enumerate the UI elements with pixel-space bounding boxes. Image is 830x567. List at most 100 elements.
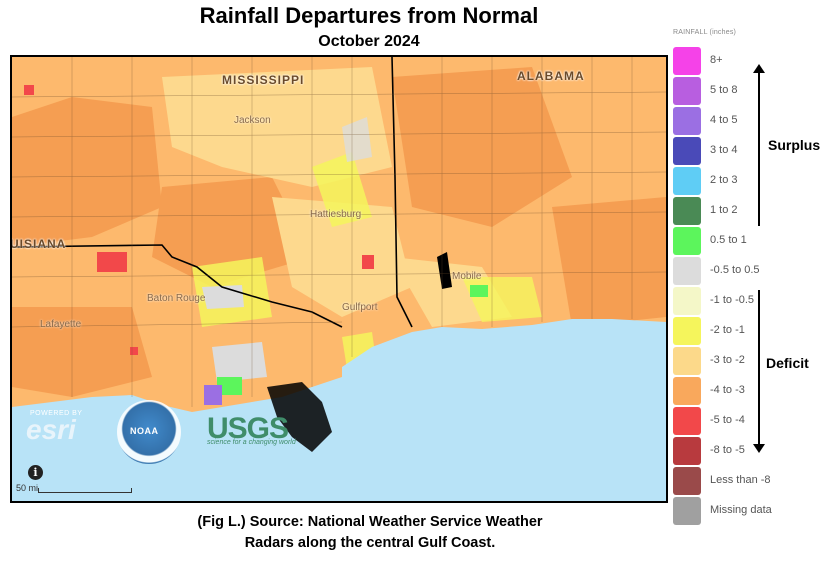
surplus-arrow — [753, 64, 765, 226]
city-label-gulfport: Gulfport — [342, 302, 378, 313]
scale-bar — [38, 488, 132, 493]
deficit-region-east — [552, 197, 666, 327]
legend-label: 8+ — [710, 54, 723, 66]
green-spot-1 — [470, 285, 488, 297]
legend-item: 0.5 to 1 — [673, 227, 823, 255]
legend-label: -0.5 to 0.5 — [710, 264, 760, 276]
legend-label: 1 to 2 — [710, 204, 738, 216]
legend-item: -5 to -4 — [673, 407, 823, 435]
legend-item: 4 to 5 — [673, 107, 823, 135]
legend-label: Missing data — [710, 504, 772, 516]
city-label-baton-rouge: Baton Rouge — [147, 293, 206, 304]
legend-swatch — [673, 287, 701, 315]
city-label-jackson: Jackson — [234, 115, 271, 126]
red-spot-1 — [97, 252, 127, 272]
legend-item: Less than -8 — [673, 467, 823, 495]
gray-patch-3 — [342, 117, 372, 162]
light-deficit-north — [162, 67, 392, 187]
legend-swatch — [673, 497, 701, 525]
legend-swatch — [673, 347, 701, 375]
surplus-label: Surplus — [768, 137, 821, 153]
legend-item: Missing data — [673, 497, 823, 525]
green-spot-2 — [217, 377, 242, 395]
legend-item: -1 to -0.5 — [673, 287, 823, 315]
deficit-region-west — [12, 97, 162, 247]
legend-swatch — [673, 407, 701, 435]
city-label-lafayette: Lafayette — [40, 319, 82, 330]
county-lines — [12, 57, 666, 407]
usgs-logo: USGS — [207, 412, 289, 445]
mobile-bay — [437, 252, 452, 289]
legend-swatch — [673, 467, 701, 495]
legend-swatch — [673, 47, 701, 75]
esri-powered-text: POWERED BY — [30, 410, 83, 417]
deficit-region-alabama — [392, 67, 572, 227]
legend-label: 2 to 3 — [710, 174, 738, 186]
legend-label: -8 to -5 — [710, 444, 745, 456]
deficit-arrow — [753, 290, 765, 453]
map-canvas — [12, 57, 666, 501]
legend-label: 4 to 5 — [710, 114, 738, 126]
map-title: Rainfall Departures from Normal — [199, 3, 539, 28]
legend-swatch — [673, 107, 701, 135]
legend-label: -2 to -1 — [710, 324, 745, 336]
legend-item: -0.5 to 0.5 — [673, 257, 823, 285]
map-subtitle: October 2024 — [318, 33, 420, 50]
legend-item: 2 to 3 — [673, 167, 823, 195]
red-spot-4 — [130, 347, 138, 355]
legend-title: RAINFALL (inches) — [673, 29, 737, 36]
state-label-alabama: ALABAMA — [517, 69, 585, 83]
caption-line-2: Radars along the central Gulf Coast. — [244, 535, 496, 551]
legend-label: Less than -8 — [710, 474, 771, 486]
figure-caption: (Fig L.) Source: National Weather Servic… — [150, 512, 590, 554]
deficit-label: Deficit — [766, 355, 809, 371]
delta-marsh — [267, 382, 332, 452]
legend-label: -1 to -0.5 — [710, 294, 755, 306]
legend-label: 5 to 8 — [710, 84, 738, 96]
legend-label: 3 to 4 — [710, 144, 738, 156]
state-label-louisiana: UISIANA — [10, 237, 67, 251]
legend-swatch — [673, 137, 701, 165]
gulf-water — [342, 319, 666, 501]
esri-logo: esri — [26, 414, 76, 445]
legend-item: 8+ — [673, 47, 823, 75]
legend-label: -4 to -3 — [710, 384, 745, 396]
legend-swatch — [673, 167, 701, 195]
deficit-region-louisiana — [12, 307, 152, 397]
legend-label: -5 to -4 — [710, 414, 745, 426]
legend-item: -4 to -3 — [673, 377, 823, 405]
legend-item: -8 to -5 — [673, 437, 823, 465]
info-icon[interactable]: i — [28, 465, 43, 480]
noaa-logo-text: NOAA — [130, 426, 159, 436]
gray-patch-2 — [212, 342, 267, 382]
caption-line-1: (Fig L.) Source: National Weather Servic… — [197, 514, 543, 530]
city-label-mobile: Mobile — [452, 271, 482, 282]
purple-spot-1 — [204, 385, 222, 405]
state-label-mississippi: MISSISSIPPI — [222, 73, 305, 87]
noaa-logo — [117, 400, 181, 464]
state-border-ms-al — [391, 57, 413, 328]
legend-swatch — [673, 257, 701, 285]
legend-swatch — [673, 317, 701, 345]
legend-swatch — [673, 77, 701, 105]
legend-item: -3 to -2 — [673, 347, 823, 375]
rainfall-map[interactable]: MISSISSIPPI ALABAMA UISIANA Jackson Hatt… — [10, 55, 668, 503]
usgs-tagline: science for a changing world — [207, 439, 296, 446]
legend-label: 0.5 to 1 — [710, 234, 747, 246]
legend-item: 1 to 2 — [673, 197, 823, 225]
legend-label: -3 to -2 — [710, 354, 745, 366]
yellow-patch-1 — [312, 152, 372, 227]
light-deficit-south — [272, 197, 412, 317]
legend-swatch — [673, 437, 701, 465]
legend-item: 3 to 4 — [673, 137, 823, 165]
scale-label: 50 mi — [16, 483, 39, 493]
legend-item: 5 to 8 — [673, 77, 823, 105]
state-border-la-ms — [12, 244, 343, 328]
red-spot-2 — [362, 255, 374, 269]
legend-swatch — [673, 227, 701, 255]
city-label-hattiesburg: Hattiesburg — [310, 209, 362, 220]
red-spot-3 — [24, 85, 34, 95]
gray-patch-1 — [202, 285, 244, 309]
legend-swatch — [673, 377, 701, 405]
legend-swatch — [673, 197, 701, 225]
